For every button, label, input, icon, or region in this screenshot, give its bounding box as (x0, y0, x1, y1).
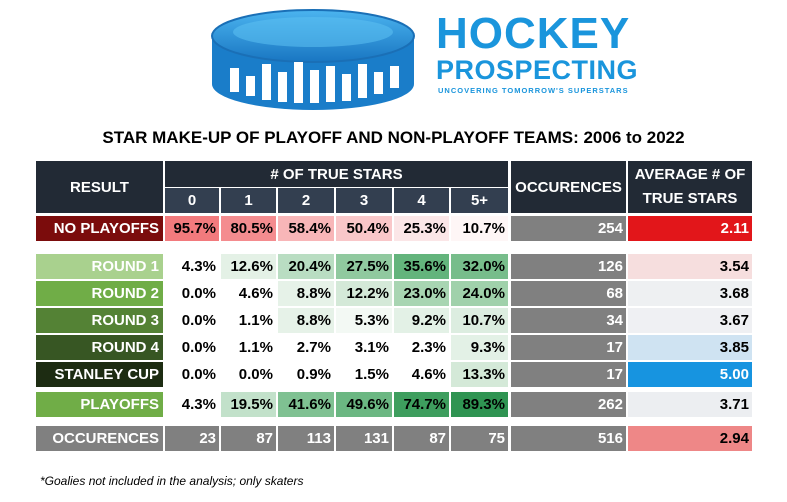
average-cell: 3.85 (628, 335, 752, 360)
value-cell: 89.3% (451, 392, 508, 417)
occurences-cell: 68 (511, 281, 626, 306)
value-cell: 24.0% (451, 281, 508, 306)
value-cell: 0.9% (278, 362, 334, 387)
header-occurences: OCCURENCES (511, 161, 626, 213)
average-cell: 3.67 (628, 308, 752, 333)
totals-cell: 23 (165, 426, 219, 451)
value-cell: 0.0% (165, 308, 219, 333)
table-title: STAR MAKE-UP OF PLAYOFF AND NON-PLAYOFF … (102, 128, 685, 147)
value-cell: 27.5% (336, 254, 392, 279)
value-cell: 13.3% (451, 362, 508, 387)
value-cell: 2.3% (394, 335, 449, 360)
totals-occurences: 516 (511, 426, 626, 451)
totals-cell: 113 (278, 426, 334, 451)
footnote: *Goalies not included in the analysis; o… (40, 474, 304, 488)
value-cell: 1.1% (221, 308, 276, 333)
totals-cell: 131 (336, 426, 392, 451)
header-star-col: 2 (278, 188, 334, 213)
value-cell: 4.6% (221, 281, 276, 306)
value-cell: 8.8% (278, 308, 334, 333)
value-cell: 4.3% (165, 254, 219, 279)
puck-logo-icon (211, 9, 415, 110)
header-stars-group: # OF TRUE STARS (165, 161, 508, 187)
header-result: RESULT (36, 161, 163, 213)
value-cell: 12.6% (221, 254, 276, 279)
average-cell: 5.00 (628, 362, 752, 387)
occurences-cell: 34 (511, 308, 626, 333)
occurences-cell: 17 (511, 335, 626, 360)
value-cell: 50.4% (336, 216, 392, 241)
value-cell: 23.0% (394, 281, 449, 306)
occurences-cell: 17 (511, 362, 626, 387)
average-cell: 3.54 (628, 254, 752, 279)
value-cell: 49.6% (336, 392, 392, 417)
value-cell: 0.0% (165, 335, 219, 360)
header-star-col: 3 (336, 188, 392, 213)
brand-name-line2: PROSPECTING (436, 55, 639, 85)
value-cell: 19.5% (221, 392, 276, 417)
value-cell: 1.5% (336, 362, 392, 387)
value-cell: 4.6% (394, 362, 449, 387)
average-cell: 3.71 (628, 392, 752, 417)
logo-area: HOCKEY PROSPECTING UNCOVERING TOMORROW'S… (0, 0, 787, 120)
value-cell: 8.8% (278, 281, 334, 306)
value-cell: 3.1% (336, 335, 392, 360)
value-cell: 32.0% (451, 254, 508, 279)
value-cell: 1.1% (221, 335, 276, 360)
row-label: ROUND 1 (36, 254, 163, 279)
occurences-cell: 254 (511, 216, 626, 241)
value-cell: 58.4% (278, 216, 334, 241)
row-label: ROUND 2 (36, 281, 163, 306)
value-cell: 35.6% (394, 254, 449, 279)
totals-cell: 87 (221, 426, 276, 451)
value-cell: 0.0% (165, 362, 219, 387)
totals-cell: 75 (451, 426, 508, 451)
value-cell: 0.0% (165, 281, 219, 306)
value-cell: 25.3% (394, 216, 449, 241)
value-cell: 10.7% (451, 216, 508, 241)
row-label: STANLEY CUP (36, 362, 163, 387)
brand-name-line1: HOCKEY (436, 9, 631, 58)
totals-cell: 87 (394, 426, 449, 451)
value-cell: 80.5% (221, 216, 276, 241)
header-star-col: 4 (394, 188, 449, 213)
value-cell: 95.7% (165, 216, 219, 241)
occurences-cell: 126 (511, 254, 626, 279)
brand-tagline: UNCOVERING TOMORROW'S SUPERSTARS (438, 86, 629, 95)
occurences-cell: 262 (511, 392, 626, 417)
row-label: ROUND 4 (36, 335, 163, 360)
value-cell: 10.7% (451, 308, 508, 333)
value-cell: 9.3% (451, 335, 508, 360)
brand-text: HOCKEY PROSPECTING UNCOVERING TOMORROW'S… (436, 9, 639, 96)
value-cell: 0.0% (221, 362, 276, 387)
row-label: PLAYOFFS (36, 392, 163, 417)
value-cell: 41.6% (278, 392, 334, 417)
row-label: NO PLAYOFFS (36, 216, 163, 241)
header-star-col: 1 (221, 188, 276, 213)
header-star-col: 0 (165, 188, 219, 213)
totals-label: OCCURENCES (36, 426, 163, 451)
row-label: ROUND 3 (36, 308, 163, 333)
value-cell: 9.2% (394, 308, 449, 333)
header-average: AVERAGE # OF TRUE STARS (628, 161, 752, 213)
value-cell: 2.7% (278, 335, 334, 360)
header-star-col: 5+ (451, 188, 508, 213)
value-cell: 5.3% (336, 308, 392, 333)
value-cell: 4.3% (165, 392, 219, 417)
value-cell: 74.7% (394, 392, 449, 417)
average-cell: 3.68 (628, 281, 752, 306)
totals-average: 2.94 (628, 426, 752, 451)
value-cell: 20.4% (278, 254, 334, 279)
value-cell: 12.2% (336, 281, 392, 306)
average-cell: 2.11 (628, 216, 752, 241)
